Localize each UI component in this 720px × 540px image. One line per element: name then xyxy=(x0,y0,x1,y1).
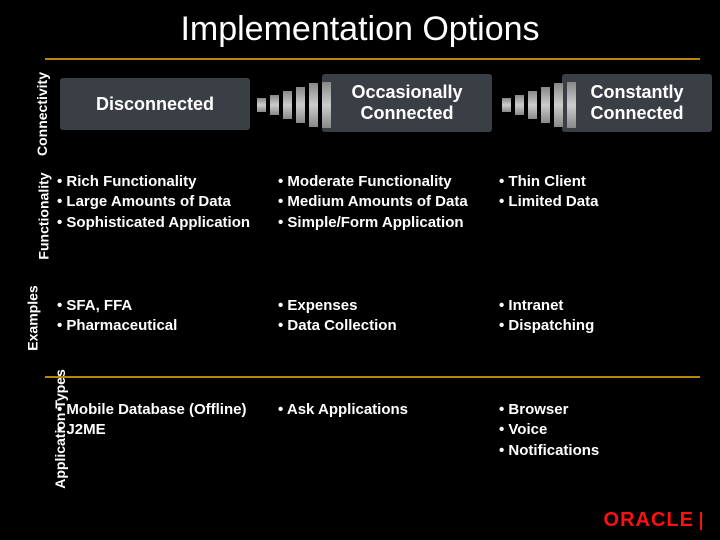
side-label-examples: Examples xyxy=(0,310,48,370)
app-col3: • Browser • Voice • Notifications xyxy=(497,400,705,461)
arrow-1 xyxy=(257,82,342,128)
connectivity-row: Disconnected Occasionally Connected Cons… xyxy=(52,72,705,152)
func-col1: • Rich Functionality • Large Amounts of … xyxy=(55,172,276,233)
slide-title: Implementation Options xyxy=(0,10,720,49)
slide: Implementation Options Connectivity Func… xyxy=(0,0,720,540)
app-col2: • Ask Applications xyxy=(276,400,497,461)
side-label-functionality: Functionality xyxy=(0,208,48,268)
logo-bar-icon xyxy=(700,512,702,530)
side-label-connectivity: Connectivity xyxy=(0,106,48,166)
func-col3: • Thin Client • Limited Data xyxy=(497,172,705,233)
conn-box-disconnected: Disconnected xyxy=(60,78,250,130)
row-apptypes: • Mobile Database (Offline) • J2ME • Ask… xyxy=(55,400,705,461)
side-label-apptypes: Application Types xyxy=(0,421,48,491)
ex-col2: • Expenses • Data Collection xyxy=(276,296,497,337)
sidebar: Connectivity Functionality Examples Appl… xyxy=(0,68,48,510)
divider-bottom xyxy=(45,376,700,378)
divider-top xyxy=(45,58,700,60)
func-col2: • Moderate Functionality • Medium Amount… xyxy=(276,172,497,233)
ex-col3: • Intranet • Dispatching xyxy=(497,296,705,337)
oracle-logo: ORACLE xyxy=(604,509,702,532)
conn-box-occasionally: Occasionally Connected xyxy=(322,74,492,132)
row-functionality: • Rich Functionality • Large Amounts of … xyxy=(55,172,705,233)
ex-col1: • SFA, FFA • Pharmaceutical xyxy=(55,296,276,337)
app-col1: • Mobile Database (Offline) • J2ME xyxy=(55,400,276,461)
row-examples: • SFA, FFA • Pharmaceutical • Expenses •… xyxy=(55,296,705,337)
arrow-2 xyxy=(502,82,587,128)
